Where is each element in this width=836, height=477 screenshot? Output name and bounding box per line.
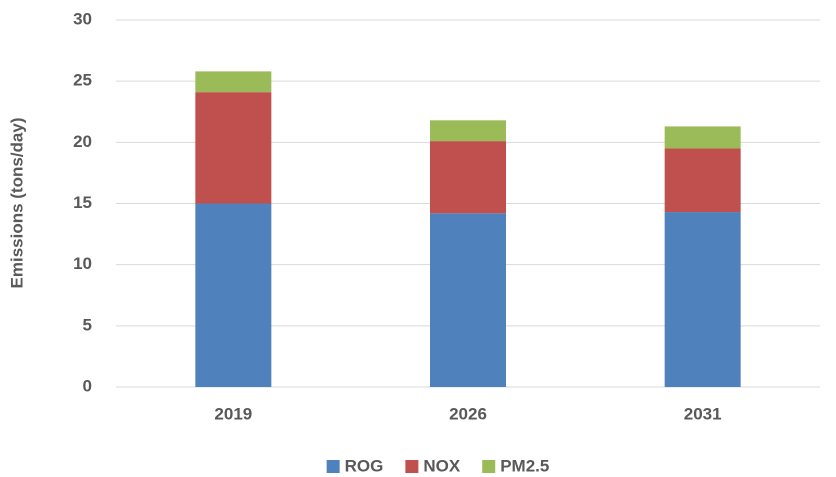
legend-label: NOX bbox=[423, 456, 461, 475]
bar-segment bbox=[195, 71, 272, 93]
legend-swatch bbox=[326, 460, 340, 473]
x-tick-label: 2031 bbox=[684, 404, 722, 423]
legend-swatch bbox=[482, 460, 496, 473]
legend-label: PM2.5 bbox=[500, 456, 549, 475]
y-tick-label: 20 bbox=[73, 132, 92, 151]
y-tick-label: 15 bbox=[73, 193, 92, 212]
legend-swatch bbox=[405, 460, 419, 473]
x-tick-label: 2026 bbox=[449, 404, 487, 423]
y-tick-label: 5 bbox=[83, 315, 92, 334]
bar-segment bbox=[195, 92, 272, 204]
y-tick-label: 0 bbox=[83, 376, 92, 395]
bar-segment bbox=[430, 141, 506, 214]
y-tick-label: 25 bbox=[73, 71, 92, 90]
bar-segment bbox=[664, 212, 741, 387]
y-tick-label: 30 bbox=[73, 9, 92, 28]
y-tick-label: 10 bbox=[73, 254, 92, 273]
bar-segment bbox=[430, 120, 506, 142]
bar-segment bbox=[664, 148, 741, 213]
bar-segment bbox=[430, 213, 506, 387]
legend-label: ROG bbox=[345, 456, 384, 475]
bar-segment bbox=[664, 126, 741, 149]
y-axis-label: Emissions (tons/day) bbox=[7, 118, 26, 289]
bar-segment bbox=[195, 203, 272, 387]
x-tick-label: 2019 bbox=[214, 404, 252, 423]
